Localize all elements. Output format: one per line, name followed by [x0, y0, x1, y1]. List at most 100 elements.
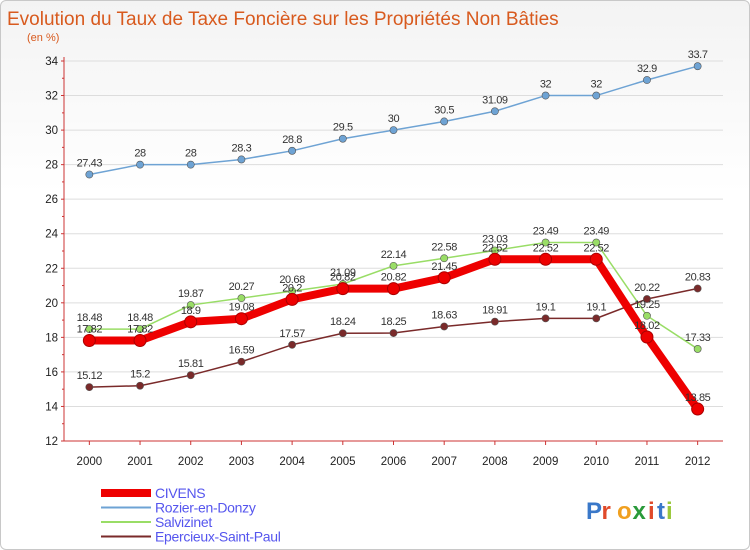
y-tick-label: 16 — [45, 367, 58, 379]
legend-label: Rozier-en-Donzy — [155, 500, 256, 516]
data-point — [389, 261, 398, 270]
data-label: 31.09 — [482, 94, 508, 106]
legend-label: CIVENS — [155, 485, 205, 501]
data-label: 20.22 — [634, 282, 660, 294]
data-point — [592, 238, 601, 247]
data-label: 20.83 — [685, 271, 711, 283]
data-point — [643, 76, 651, 84]
y-tick-label: 20 — [45, 298, 58, 310]
data-point — [338, 329, 347, 338]
data-label: 23.03 — [482, 233, 508, 245]
x-tick-label: 2008 — [482, 456, 508, 468]
chart-subtitle: (en %) — [27, 32, 59, 44]
data-point — [541, 91, 550, 100]
data-label: 19.1 — [536, 301, 556, 313]
logo-letter: t — [657, 498, 665, 525]
data-label: 15.81 — [178, 358, 204, 370]
y-tick-label: 12 — [45, 436, 58, 448]
data-label-layer: 17.82 17.82 18.9 19.08 20.2 20.82 20.82 21.45 22… — [77, 49, 712, 404]
data-label: 16.59 — [229, 345, 255, 357]
data-label: 22.58 — [431, 241, 457, 253]
data-point — [136, 381, 144, 390]
series-rozier-en-donzy — [85, 62, 702, 179]
x-tick-label: 2009 — [533, 456, 559, 468]
data-point — [186, 301, 195, 309]
data-point — [440, 322, 449, 331]
legend-label: Epercieux-Saint-Paul — [155, 529, 281, 545]
data-label: 28.8 — [282, 134, 302, 146]
data-label: 20.82 — [330, 272, 356, 284]
data-point — [288, 146, 297, 155]
data-label: 15.12 — [77, 370, 103, 382]
data-label: 20.2 — [282, 282, 302, 294]
data-point — [592, 91, 601, 100]
data-point — [437, 271, 451, 285]
data-label: 28.3 — [232, 142, 252, 154]
data-label: 32.9 — [637, 63, 657, 75]
y-tick-label: 30 — [45, 125, 58, 137]
data-label: 20.82 — [381, 272, 407, 284]
data-point — [387, 282, 400, 296]
data-point — [541, 238, 550, 247]
x-tick-label: 2010 — [583, 456, 609, 468]
data-label: 17.82 — [77, 323, 103, 335]
logo-letter: i — [648, 498, 655, 525]
data-label: 19.08 — [229, 302, 255, 314]
data-label: 18.48 — [127, 312, 153, 324]
data-label: 18.24 — [330, 316, 356, 328]
data-label: 20.68 — [279, 274, 305, 286]
data-point — [237, 155, 246, 164]
data-label: 19.87 — [178, 288, 204, 300]
y-tick-label: 28 — [45, 160, 58, 172]
data-point — [85, 383, 94, 392]
data-point — [136, 160, 144, 169]
x-tick-label: 2000 — [77, 456, 103, 468]
data-point — [237, 357, 246, 366]
logo-letter: x — [633, 498, 647, 525]
data-label: 17.57 — [279, 328, 305, 340]
data-label: 17.33 — [685, 332, 711, 344]
logo-letter: r — [602, 498, 611, 525]
logo-letter: o — [617, 498, 632, 525]
data-point — [643, 295, 651, 303]
data-point — [440, 254, 449, 263]
data-label: 30 — [388, 113, 400, 125]
x-tick-label: 2011 — [635, 456, 660, 468]
data-label: 30.5 — [434, 104, 454, 116]
data-point — [186, 371, 195, 380]
data-label: 32 — [540, 79, 552, 91]
data-point — [389, 126, 398, 134]
logo-letter: P — [586, 498, 602, 525]
data-point — [541, 314, 550, 323]
data-label: 19.1 — [586, 301, 606, 313]
data-label: 28 — [134, 148, 146, 160]
data-point — [691, 402, 705, 416]
data-label: 23.49 — [533, 226, 559, 238]
x-tick-label: 2006 — [381, 456, 407, 468]
data-label: 23.49 — [584, 226, 610, 238]
y-tick-label: 22 — [45, 263, 58, 275]
data-label: 18.91 — [482, 305, 508, 317]
data-point — [589, 252, 603, 266]
data-point — [288, 340, 297, 349]
data-label: 28 — [185, 148, 197, 160]
data-point — [237, 294, 246, 303]
data-label: 18.9 — [181, 305, 201, 317]
data-label: 21.09 — [330, 267, 356, 279]
data-label: 20.27 — [229, 281, 255, 293]
data-point — [184, 315, 198, 329]
y-tick-label: 26 — [45, 194, 58, 206]
data-point — [285, 292, 299, 306]
y-tick-label: 32 — [45, 91, 58, 103]
data-label: 22.52 — [584, 242, 610, 254]
data-label: 22.14 — [381, 249, 407, 261]
data-point — [490, 317, 499, 326]
data-label: 19.25 — [634, 299, 660, 311]
series-civens — [82, 252, 705, 416]
data-point — [82, 333, 96, 347]
series-layer — [82, 62, 705, 416]
data-point — [643, 311, 651, 320]
data-point — [490, 107, 499, 116]
